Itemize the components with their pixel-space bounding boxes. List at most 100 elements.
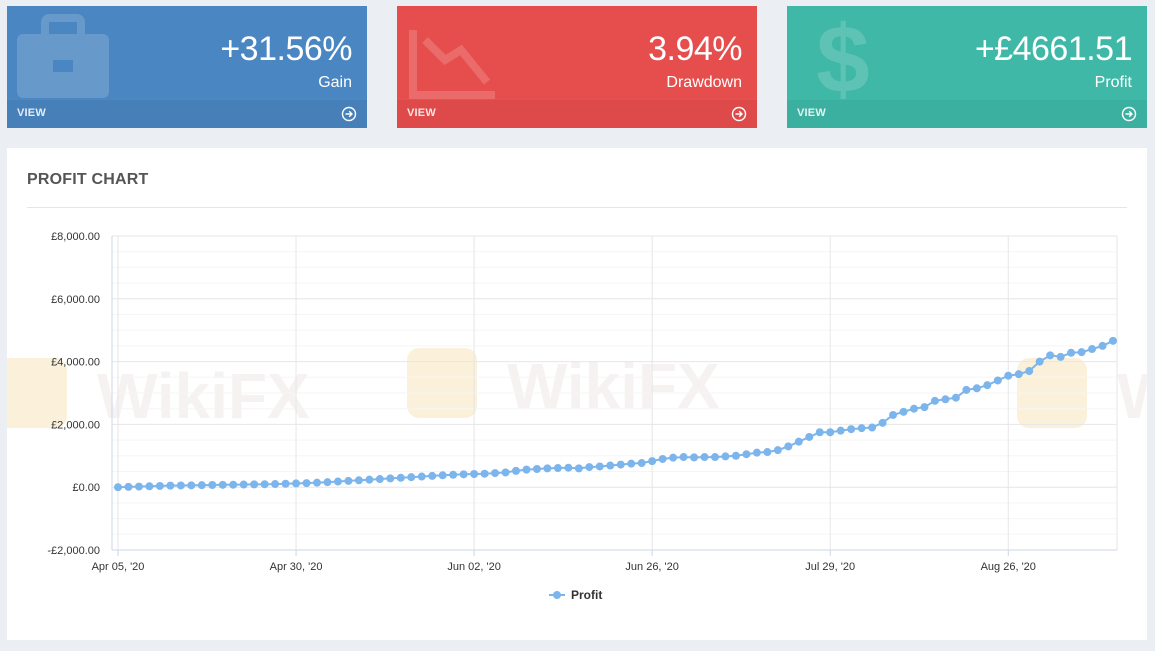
profit-data-point[interactable] [438,471,447,480]
profit-data-point[interactable] [731,451,740,460]
profit-view-link[interactable]: VIEW [797,107,826,119]
profit-data-point[interactable] [920,403,929,412]
profit-data-point[interactable] [941,395,950,404]
arrow-circle-right-icon[interactable] [341,106,357,122]
profit-card-footer[interactable]: VIEW [787,99,1147,128]
arrow-circle-right-icon[interactable] [731,106,747,122]
profit-data-point[interactable] [1077,348,1086,357]
profit-data-point[interactable] [648,457,657,466]
profit-data-point[interactable] [972,384,981,393]
profit-data-point[interactable] [208,481,217,490]
profit-data-point[interactable] [386,474,395,483]
profit-data-point[interactable] [1056,352,1065,361]
profit-data-point[interactable] [878,418,887,427]
profit-data-point[interactable] [794,437,803,446]
profit-data-point[interactable] [354,476,363,485]
profit-data-point[interactable] [532,464,541,473]
profit-data-point[interactable] [260,480,269,489]
profit-data-point[interactable] [1109,336,1117,345]
profit-data-point[interactable] [606,461,615,470]
profit-data-point[interactable] [889,410,898,419]
profit-data-point[interactable] [271,480,280,489]
profit-data-point[interactable] [333,477,342,486]
profit-data-point[interactable] [114,483,122,492]
drawdown-view-link[interactable]: VIEW [407,107,436,119]
profit-data-point[interactable] [637,459,646,468]
drawdown-card[interactable]: 3.94% Drawdown VIEW [397,6,757,128]
profit-data-point[interactable] [1014,370,1023,379]
profit-data-point[interactable] [690,453,699,462]
profit-data-point[interactable] [962,385,971,394]
profit-data-point[interactable] [396,473,405,482]
profit-data-point[interactable] [522,465,531,474]
profit-data-point[interactable] [1046,351,1055,360]
profit-data-point[interactable] [993,376,1002,385]
profit-data-point[interactable] [1067,348,1076,357]
legend-item-profit[interactable]: Profit [571,588,602,602]
profit-chart[interactable]: WikiFXWikiFXWikiFXWikiFXWikiFX-£2,000.00… [7,148,1147,640]
profit-data-point[interactable] [784,442,793,451]
gain-card[interactable]: +31.56% Gain VIEW [7,6,367,128]
profit-data-point[interactable] [669,453,678,462]
profit-data-point[interactable] [145,482,154,491]
legend-marker[interactable] [553,591,561,599]
profit-data-point[interactable] [512,466,520,475]
profit-data-point[interactable] [553,464,562,473]
profit-data-point[interactable] [910,404,918,413]
profit-data-point[interactable] [480,469,489,478]
profit-data-point[interactable] [773,446,782,455]
profit-data-point[interactable] [752,448,761,457]
profit-data-point[interactable] [1004,371,1013,380]
profit-data-point[interactable] [292,479,301,488]
profit-data-point[interactable] [805,432,814,441]
profit-data-point[interactable] [344,476,353,485]
profit-data-point[interactable] [826,428,835,437]
gain-view-link[interactable]: VIEW [17,107,46,119]
profit-data-point[interactable] [417,472,426,481]
profit-data-point[interactable] [595,462,604,471]
profit-data-point[interactable] [574,464,583,473]
profit-data-point[interactable] [197,481,206,490]
profit-data-point[interactable] [155,481,164,490]
profit-data-point[interactable] [711,453,719,462]
profit-data-point[interactable] [176,481,185,490]
profit-data-point[interactable] [616,460,625,469]
profit-data-point[interactable] [1098,341,1107,350]
profit-data-point[interactable] [1088,345,1097,354]
profit-data-point[interactable] [323,478,332,487]
profit-data-point[interactable] [721,452,730,461]
profit-data-point[interactable] [543,464,552,473]
profit-data-point[interactable] [302,479,311,488]
profit-data-point[interactable] [501,468,510,477]
profit-data-point[interactable] [1035,357,1044,366]
profit-data-point[interactable] [899,407,908,416]
profit-data-point[interactable] [658,454,667,463]
profit-data-point[interactable] [229,480,238,489]
profit-data-point[interactable] [491,469,500,478]
profit-data-point[interactable] [1025,367,1034,376]
drawdown-card-footer[interactable]: VIEW [397,99,757,128]
profit-data-point[interactable] [281,479,290,488]
profit-data-point[interactable] [313,478,321,487]
profit-data-point[interactable] [459,470,468,479]
profit-data-point[interactable] [700,453,709,462]
profit-data-point[interactable] [930,396,939,405]
profit-data-point[interactable] [857,424,866,433]
profit-data-point[interactable] [187,481,196,490]
profit-data-point[interactable] [679,453,688,462]
profit-card[interactable]: $ +£4661.51 Profit VIEW [787,6,1147,128]
profit-data-point[interactable] [836,426,845,435]
profit-data-point[interactable] [375,475,384,484]
profit-data-point[interactable] [815,428,824,437]
arrow-circle-right-icon[interactable] [1121,106,1137,122]
profit-data-point[interactable] [847,425,856,434]
profit-data-point[interactable] [218,480,227,489]
profit-data-point[interactable] [449,470,458,479]
profit-data-point[interactable] [407,473,416,482]
profit-data-point[interactable] [365,475,374,484]
profit-data-point[interactable] [585,463,594,472]
gain-card-footer[interactable]: VIEW [7,99,367,128]
profit-data-point[interactable] [428,471,437,480]
profit-data-point[interactable] [627,459,636,468]
profit-data-point[interactable] [470,470,479,479]
